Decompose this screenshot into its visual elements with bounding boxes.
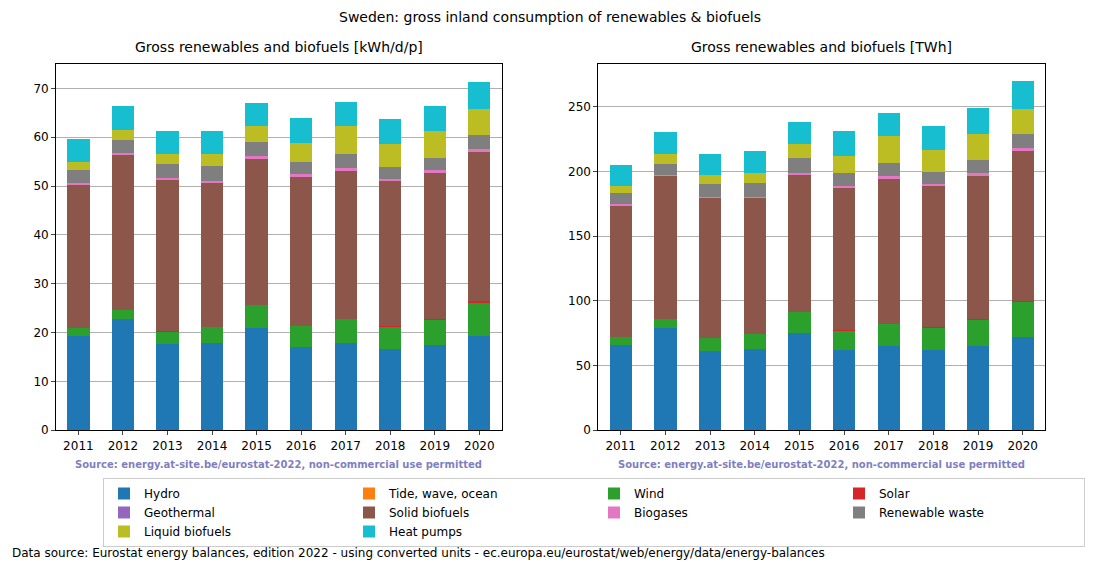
svg-text:2020: 2020	[464, 439, 495, 453]
svg-text:50: 50	[33, 179, 48, 193]
svg-text:2011: 2011	[605, 439, 636, 453]
svg-text:Geothermal: Geothermal	[144, 506, 215, 520]
svg-text:Renewable waste: Renewable waste	[879, 506, 984, 520]
svg-text:Sweden: gross inland consumpti: Sweden: gross inland consumption of rene…	[339, 9, 761, 25]
svg-text:150: 150	[568, 229, 591, 243]
svg-text:2014: 2014	[739, 439, 770, 453]
svg-text:2018: 2018	[918, 439, 949, 453]
svg-text:2019: 2019	[963, 439, 994, 453]
svg-text:2013: 2013	[152, 439, 183, 453]
svg-text:2019: 2019	[420, 439, 451, 453]
svg-text:Heat pumps: Heat pumps	[389, 525, 462, 539]
svg-text:2017: 2017	[873, 439, 904, 453]
svg-text:2017: 2017	[330, 439, 361, 453]
svg-text:Biogases: Biogases	[634, 506, 688, 520]
svg-text:20: 20	[33, 326, 48, 340]
svg-text:100: 100	[568, 294, 591, 308]
svg-text:2015: 2015	[241, 439, 272, 453]
svg-text:30: 30	[33, 277, 48, 291]
svg-text:Wind: Wind	[634, 487, 664, 501]
svg-text:2016: 2016	[829, 439, 860, 453]
svg-text:Data source: Eurostat energy b: Data source: Eurostat energy balances, e…	[12, 546, 825, 560]
svg-text:Gross renewables and biofuels: Gross renewables and biofuels [kWh/d/p]	[135, 39, 423, 55]
svg-text:0: 0	[41, 423, 49, 437]
svg-text:2020: 2020	[1007, 439, 1038, 453]
svg-text:0: 0	[583, 423, 591, 437]
svg-text:2012: 2012	[108, 439, 139, 453]
svg-text:Gross renewables and biofuels: Gross renewables and biofuels [TWh]	[691, 39, 952, 55]
svg-text:Tide, wave, ocean: Tide, wave, ocean	[388, 487, 498, 501]
svg-text:Hydro: Hydro	[144, 487, 180, 501]
svg-text:Source: energy.at-site.be/euro: Source: energy.at-site.be/eurostat-2022,…	[618, 459, 1025, 470]
svg-text:Source: energy.at-site.be/euro: Source: energy.at-site.be/eurostat-2022,…	[75, 459, 482, 470]
svg-text:Solar: Solar	[879, 487, 910, 501]
svg-text:2015: 2015	[784, 439, 815, 453]
svg-text:2011: 2011	[63, 439, 94, 453]
svg-text:50: 50	[576, 359, 591, 373]
svg-text:Liquid biofuels: Liquid biofuels	[144, 525, 231, 539]
svg-text:10: 10	[33, 375, 48, 389]
svg-text:Solid biofuels: Solid biofuels	[389, 506, 469, 520]
svg-text:40: 40	[33, 228, 48, 242]
svg-text:70: 70	[33, 82, 48, 96]
svg-text:2013: 2013	[695, 439, 726, 453]
svg-text:2012: 2012	[650, 439, 681, 453]
svg-text:2016: 2016	[286, 439, 317, 453]
svg-text:200: 200	[568, 165, 591, 179]
svg-text:2018: 2018	[375, 439, 406, 453]
svg-text:2014: 2014	[197, 439, 228, 453]
svg-text:250: 250	[568, 100, 591, 114]
svg-text:60: 60	[33, 130, 48, 144]
